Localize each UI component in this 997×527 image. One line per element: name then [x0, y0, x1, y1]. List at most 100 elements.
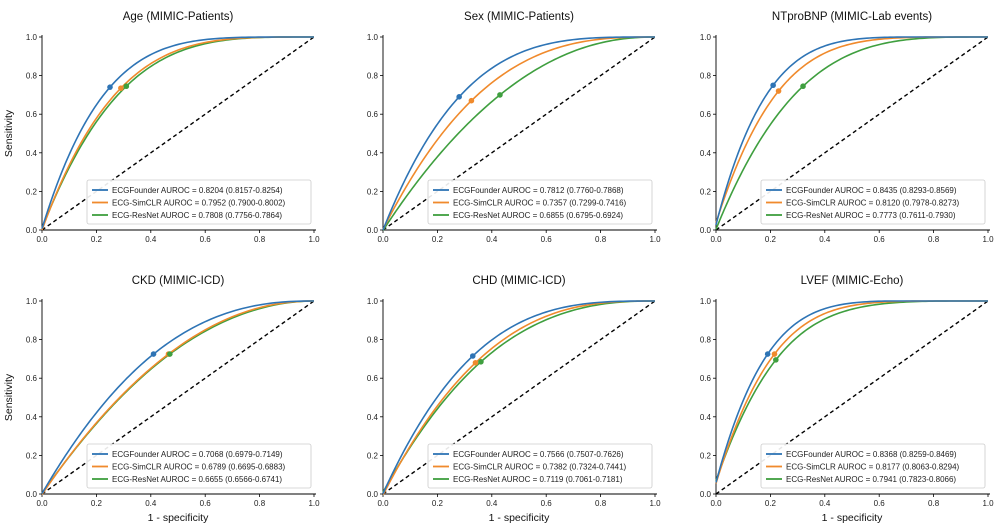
x-tick-label: 0.2 [91, 235, 103, 244]
y-tick-label: 0.4 [367, 413, 379, 422]
operating-point-ecg-resnet [800, 83, 806, 90]
roc-curve-ecgfounder [41, 300, 314, 494]
chart-title: Sex (MIMIC-Patients) [464, 11, 574, 23]
legend-entry: ECG-ResNet AUROC = 0.6855 (0.6795-0.6924… [453, 211, 623, 220]
legend-entry: ECG-SimCLR AUROC = 0.8120 (0.7978-0.8273… [786, 199, 960, 208]
legend: ECGFounder AUROC = 0.8435 (0.8293-0.8569… [760, 179, 986, 225]
operating-point-ecg-resnet [167, 351, 173, 357]
y-tick-label: 0.0 [26, 226, 38, 235]
legend: ECGFounder AUROC = 0.7812 (0.7760-0.7868… [427, 179, 653, 225]
x-tick-label: 0.4 [145, 499, 157, 508]
x-tick-label: 0.0 [377, 235, 389, 244]
x-tick-label: 1.0 [982, 235, 994, 244]
y-tick-label: 0.4 [367, 149, 379, 158]
y-tick-label: 1.0 [700, 297, 712, 306]
legend-entry: ECG-ResNet AUROC = 0.7808 (0.7756-0.7864… [112, 211, 282, 220]
y-tick-label: 0.8 [700, 72, 712, 81]
legend-box [427, 443, 653, 489]
legend-entry: ECG-ResNet AUROC = 0.7119 (0.7061-0.7181… [453, 475, 623, 484]
x-tick-label: 0.6 [541, 499, 553, 508]
y-tick-label: 0.2 [26, 187, 38, 196]
roc-panel-2: Sex (MIMIC-Patients) 0.0 0.2 0.4 0.6 0.8 1.0 0.… [367, 11, 661, 244]
x-tick-label: 0.2 [432, 499, 444, 508]
operating-point-ecgfounder [107, 84, 113, 90]
legend-entry: ECG-SimCLR AUROC = 0.7357 (0.7299-0.7416… [453, 199, 627, 208]
operating-point-ecgfounder [150, 351, 157, 357]
y-tick-label: 0.2 [367, 451, 379, 460]
x-tick-label: 0.4 [486, 235, 498, 244]
legend-box [86, 443, 312, 489]
y-tick-label: 0.0 [367, 226, 379, 235]
y-tick-label: 0.2 [26, 451, 38, 460]
x-tick-label: 0.8 [254, 499, 266, 508]
y-tick-label: 0.4 [700, 149, 712, 158]
operating-point-ecg-resnet [478, 358, 484, 365]
legend-box [760, 179, 986, 225]
legend-entry: ECGFounder AUROC = 0.8435 (0.8293-0.8569… [786, 186, 957, 195]
x-tick-label: 1.0 [308, 235, 320, 244]
y-tick-label: 0.6 [700, 110, 712, 119]
y-tick-label: 0.8 [367, 336, 379, 345]
x-tick-label: 0.8 [254, 235, 266, 244]
y-tick-label: 0.6 [367, 110, 379, 119]
roc-panel-6: LVEF (MIMIC-Echo) 0.0 0.2 0.4 0.6 0.8 1.0 0.0 0.… [700, 275, 994, 524]
y-tick-label: 1.0 [700, 33, 712, 42]
y-tick-label: 1.0 [367, 33, 379, 42]
y-tick-label: 0.6 [367, 374, 379, 383]
legend-entry: ECGFounder AUROC = 0.7812 (0.7760-0.7868… [453, 186, 624, 195]
x-tick-label: 0.4 [819, 235, 831, 244]
legend-entry: ECG-SimCLR AUROC = 0.7382 (0.7324-0.7441… [453, 463, 627, 472]
operating-point-ecgfounder [456, 94, 462, 100]
roc-panel-5: CHD (MIMIC-ICD) 0.0 0.2 0.4 0.6 0.8 1.0 0.0 0.2 0… [367, 275, 661, 524]
legend-entry: ECGFounder AUROC = 0.8368 (0.8259-0.8469… [786, 450, 957, 459]
x-tick-label: 0.2 [765, 499, 777, 508]
legend: ECGFounder AUROC = 0.8204 (0.8157-0.8254… [86, 179, 312, 225]
legend-entry: ECG-ResNet AUROC = 0.7773 (0.7611-0.7930… [786, 211, 956, 220]
roc-curve-ecg-resnet [382, 36, 656, 231]
y-tick-label: 0.2 [367, 187, 379, 196]
roc-curve-ecg-simclr [382, 300, 655, 495]
chart-title: NTproBNP (MIMIC-Lab events) [772, 11, 932, 23]
x-tick-label: 0.2 [765, 235, 777, 244]
y-tick-label: 1.0 [26, 33, 38, 42]
operating-point-ecgfounder [770, 82, 776, 89]
x-tick-label: 0.0 [710, 235, 722, 244]
operating-point-ecg-resnet [773, 357, 779, 363]
legend-box [427, 179, 653, 225]
y-tick-label: 1.0 [367, 297, 379, 306]
y-tick-label: 0.8 [26, 336, 38, 345]
y-tick-label: 0.2 [700, 451, 712, 460]
x-tick-label: 0.4 [819, 499, 831, 508]
roc-curve-ecgfounder [715, 300, 988, 483]
y-tick-label: 0.6 [26, 374, 38, 383]
x-tick-label: 0.0 [377, 499, 389, 508]
x-tick-label: 0.2 [91, 499, 103, 508]
roc-curve-ecg-resnet [715, 36, 988, 230]
x-tick-label: 0.6 [200, 499, 212, 508]
roc-curve-ecgfounder [41, 36, 314, 229]
operating-point-ecg-simclr [775, 88, 782, 94]
y-tick-label: 0.4 [26, 149, 38, 158]
x-tick-label: 0.4 [486, 499, 498, 508]
x-tick-label: 0.0 [710, 499, 722, 508]
legend-entry: ECG-SimCLR AUROC = 0.8177 (0.8063-0.8294… [786, 463, 960, 472]
x-tick-label: 0.6 [541, 235, 553, 244]
x-tick-label: 0.8 [595, 235, 607, 244]
x-tick-label: 0.6 [874, 499, 886, 508]
y-tick-label: 0.0 [700, 226, 712, 235]
y-tick-label: 0.6 [26, 110, 38, 119]
roc-curve-ecgfounder [382, 36, 655, 231]
operating-point-ecgfounder [764, 351, 771, 357]
operating-point-ecg-simclr [771, 351, 778, 357]
y-tick-label: 0.6 [700, 374, 712, 383]
legend-entry: ECG-SimCLR AUROC = 0.7952 (0.7900-0.8002… [112, 199, 286, 208]
operating-point-ecg-resnet [123, 83, 130, 90]
x-tick-label: 0.6 [874, 235, 886, 244]
legend-entry: ECGFounder AUROC = 0.7566 (0.7507-0.7626… [453, 450, 624, 459]
x-axis-label: 1 - specificity [148, 512, 209, 524]
y-tick-label: 0.0 [367, 490, 379, 499]
x-tick-label: 0.6 [200, 235, 212, 244]
roc-curve-ecgfounder [715, 36, 988, 225]
y-tick-label: 0.2 [700, 187, 712, 196]
